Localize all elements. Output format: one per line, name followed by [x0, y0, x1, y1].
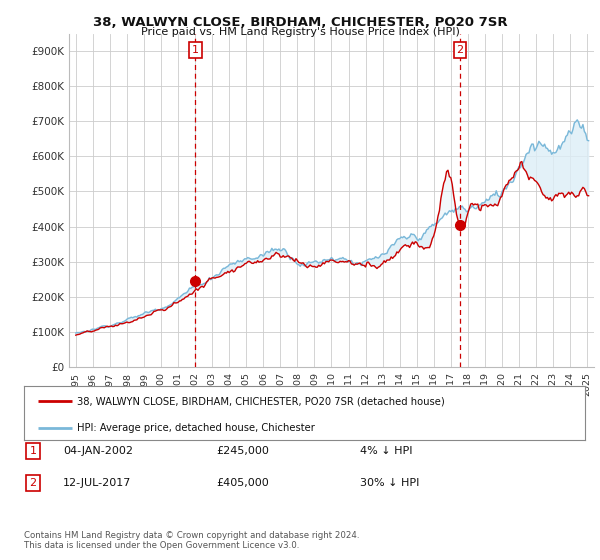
Text: 1: 1: [29, 446, 37, 456]
Text: £405,000: £405,000: [216, 478, 269, 488]
Text: 12-JUL-2017: 12-JUL-2017: [63, 478, 131, 488]
Text: Price paid vs. HM Land Registry's House Price Index (HPI): Price paid vs. HM Land Registry's House …: [140, 27, 460, 37]
Text: Contains HM Land Registry data © Crown copyright and database right 2024.
This d: Contains HM Land Registry data © Crown c…: [24, 531, 359, 550]
Text: 4% ↓ HPI: 4% ↓ HPI: [360, 446, 413, 456]
Text: 04-JAN-2002: 04-JAN-2002: [63, 446, 133, 456]
Text: 30% ↓ HPI: 30% ↓ HPI: [360, 478, 419, 488]
Text: 2: 2: [29, 478, 37, 488]
Text: 38, WALWYN CLOSE, BIRDHAM, CHICHESTER, PO20 7SR: 38, WALWYN CLOSE, BIRDHAM, CHICHESTER, P…: [92, 16, 508, 29]
Text: 1: 1: [192, 45, 199, 55]
Text: 38, WALWYN CLOSE, BIRDHAM, CHICHESTER, PO20 7SR (detached house): 38, WALWYN CLOSE, BIRDHAM, CHICHESTER, P…: [77, 396, 445, 407]
Text: £245,000: £245,000: [216, 446, 269, 456]
Text: HPI: Average price, detached house, Chichester: HPI: Average price, detached house, Chic…: [77, 423, 315, 433]
Text: 2: 2: [457, 45, 464, 55]
